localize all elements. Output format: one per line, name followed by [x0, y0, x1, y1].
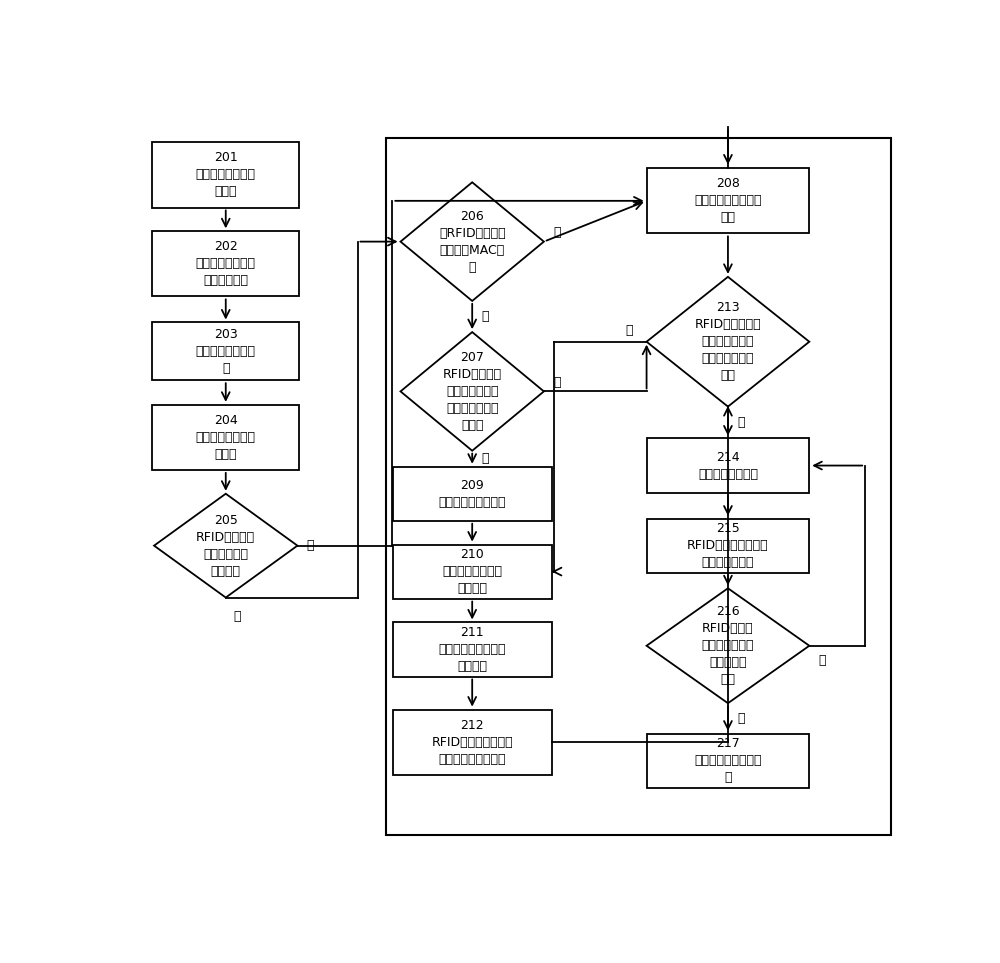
Bar — [647, 734, 809, 788]
Text: 213
RFID读写器对读
取的加密信息解
密并与原始数据
比对: 213 RFID读写器对读 取的加密信息解 密并与原始数据 比对 — [695, 301, 761, 382]
Bar — [386, 138, 891, 835]
Text: 214
主机获取交易密鑰: 214 主机获取交易密鑰 — [698, 451, 758, 481]
Polygon shape — [154, 494, 297, 597]
Text: 210
对互感器检定信息
进行加密: 210 对互感器检定信息 进行加密 — [442, 548, 502, 595]
Bar — [393, 544, 552, 599]
Text: 215
RFID读写器将交易密
鑰写入电子标签: 215 RFID读写器将交易密 鑰写入电子标签 — [687, 522, 769, 569]
Text: 是: 是 — [234, 610, 241, 622]
Bar — [393, 467, 552, 521]
Bar — [393, 710, 552, 775]
Text: 212
RFID读写器读取写入
电子标签的加密信息: 212 RFID读写器读取写入 电子标签的加密信息 — [431, 718, 513, 766]
Polygon shape — [647, 276, 809, 406]
Text: 202
条码扫描仪读取电
子标签条形码: 202 条码扫描仪读取电 子标签条形码 — [196, 241, 256, 287]
Bar — [393, 622, 552, 677]
Bar — [152, 143, 299, 207]
Text: 201
互感器到达第一个
挡停位: 201 互感器到达第一个 挡停位 — [196, 151, 256, 198]
Text: 是: 是 — [737, 712, 745, 725]
Text: 211
加密信息写入互感器
电子标签: 211 加密信息写入互感器 电子标签 — [438, 626, 506, 673]
Text: 208
互感器移动到不合格
位置: 208 互感器移动到不合格 位置 — [694, 177, 762, 224]
Bar — [152, 231, 299, 297]
Text: 203
主机获取条形码信
息: 203 主机获取条形码信 息 — [196, 327, 256, 375]
Text: 否: 否 — [553, 376, 561, 389]
Text: 206
对RFID读写器读
取的信息MAC验
证: 206 对RFID读写器读 取的信息MAC验 证 — [439, 210, 506, 273]
Polygon shape — [647, 588, 809, 703]
Text: 否: 否 — [307, 539, 314, 552]
Bar — [647, 438, 809, 493]
Text: 否: 否 — [625, 325, 633, 337]
Bar — [152, 404, 299, 470]
Text: 207
RFID读写器读
取的信息与互感
器条形码信息进
行比对: 207 RFID读写器读 取的信息与互感 器条形码信息进 行比对 — [443, 351, 502, 431]
Text: 209
获取互感器检定信息: 209 获取互感器检定信息 — [438, 479, 506, 508]
Bar — [647, 518, 809, 573]
Polygon shape — [401, 182, 544, 300]
Text: 205
RFID读写器对
电子标签进行
身份认证: 205 RFID读写器对 电子标签进行 身份认证 — [196, 513, 255, 578]
Text: 是: 是 — [737, 416, 745, 429]
Text: 是: 是 — [482, 453, 489, 465]
Bar — [647, 169, 809, 233]
Text: 否: 否 — [819, 654, 826, 667]
Bar — [152, 323, 299, 380]
Text: 是: 是 — [482, 310, 489, 323]
Polygon shape — [401, 332, 544, 451]
Text: 204
互感器到达第二个
挡停位: 204 互感器到达第二个 挡停位 — [196, 414, 256, 461]
Text: 217
互感器移动到合格位
置: 217 互感器移动到合格位 置 — [694, 737, 762, 784]
Text: 否: 否 — [553, 226, 561, 239]
Text: 216
RFID采用交
易密鑰对电子标
签进行身份
认证: 216 RFID采用交 易密鑰对电子标 签进行身份 认证 — [702, 605, 754, 687]
